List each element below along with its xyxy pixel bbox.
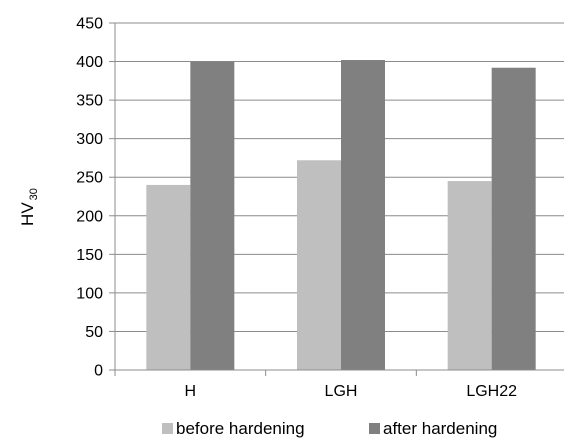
bar-H-after [190,61,235,371]
x-tick-labels: H LGH LGH22 [185,383,518,400]
legend-swatch-before [162,423,173,434]
bar-LGH-before [297,160,341,370]
x-tick-label-H: H [185,383,197,400]
legend-label-after: after hardening [383,419,497,438]
bar-H-before [146,184,191,370]
bar-LGH-after [341,60,385,370]
y-axis-title-subscript: 30 [28,188,40,200]
y-axis-title: HV 30 [18,188,40,226]
legend-label-before: before hardening [176,419,305,438]
y-tick-label-100: 100 [76,285,103,302]
bar-LGH22-after [491,67,536,371]
y-axis-title-main: HV [18,202,37,226]
axes [109,22,564,376]
legend: before hardening after hardening [162,419,497,438]
y-tick-labels: 0 50 100 150 200 250 300 350 400 450 [76,16,103,380]
bars [146,60,536,371]
y-tick-label-450: 450 [76,16,103,33]
x-tick-label-LGH22: LGH22 [466,383,517,400]
y-tick-label-350: 350 [76,93,103,110]
y-tick-label-200: 200 [76,208,103,225]
y-tick-label-400: 400 [76,54,103,71]
y-tick-label-50: 50 [85,324,103,341]
x-tick-label-LGH: LGH [325,383,358,400]
y-tick-label-250: 250 [76,170,103,187]
y-tick-label-0: 0 [94,363,103,380]
legend-swatch-after [369,423,380,434]
bar-LGH22-before [447,181,492,370]
y-tick-label-150: 150 [76,247,103,264]
y-tick-label-300: 300 [76,131,103,148]
